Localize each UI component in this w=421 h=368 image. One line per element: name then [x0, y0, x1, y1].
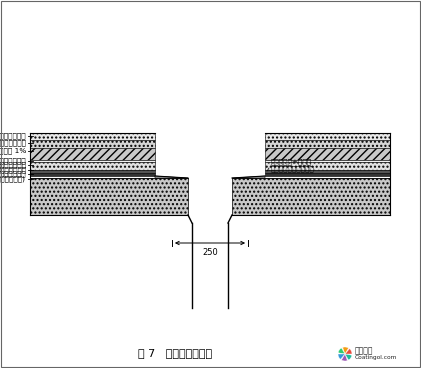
- Bar: [232, 178, 390, 215]
- Bar: [30, 133, 155, 140]
- Bar: [265, 148, 390, 160]
- Text: 图 7   落水口防水构造: 图 7 落水口防水构造: [138, 348, 212, 358]
- Bar: [265, 162, 390, 170]
- Bar: [30, 162, 155, 170]
- Bar: [30, 148, 155, 160]
- Text: 玻纤网格布+非固化: 玻纤网格布+非固化: [271, 159, 312, 165]
- Text: Coatingol.com: Coatingol.com: [355, 355, 397, 361]
- Text: 钢筋混凝土结构(设置重力排水口): 钢筋混凝土结构(设置重力排水口): [0, 176, 26, 182]
- Wedge shape: [345, 354, 352, 360]
- Bar: [265, 133, 390, 140]
- Text: 涂料在线: 涂料在线: [355, 347, 373, 355]
- Bar: [265, 173, 390, 176]
- Text: 2 厚 BAC-P 双面自粘防水卷材: 2 厚 BAC-P 双面自粘防水卷材: [0, 167, 26, 173]
- Wedge shape: [345, 348, 352, 354]
- Polygon shape: [232, 176, 265, 178]
- Text: 2 厚非固化橡胶沥青防水涂料: 2 厚非固化橡胶沥青防水涂料: [0, 171, 26, 177]
- Bar: [30, 160, 155, 162]
- Text: 250: 250: [202, 248, 218, 257]
- Wedge shape: [343, 347, 349, 354]
- Bar: [265, 170, 390, 173]
- Text: 干铺隔离层一道: 干铺隔离层一道: [0, 158, 26, 164]
- Wedge shape: [338, 354, 345, 360]
- Text: 50 厚 600×600 花岗岩,不锈钢花岗岩支架: 50 厚 600×600 花岗岩,不锈钢花岗岩支架: [0, 133, 26, 139]
- Text: 40 厚 C20 钢筋细石混凝土: 40 厚 C20 钢筋细石混凝土: [0, 140, 26, 146]
- Wedge shape: [341, 354, 347, 361]
- Bar: [30, 140, 155, 148]
- Bar: [265, 140, 390, 148]
- Bar: [30, 173, 155, 176]
- Bar: [30, 178, 188, 215]
- Bar: [30, 170, 155, 173]
- Bar: [265, 160, 390, 162]
- Text: 40 厚挤塑保温板: 40 厚挤塑保温板: [0, 162, 26, 168]
- Text: 30 起 LC7.5 轻集料(陶粒)混凝土找坡 1%: 30 起 LC7.5 轻集料(陶粒)混凝土找坡 1%: [0, 148, 26, 154]
- Wedge shape: [338, 348, 345, 354]
- Polygon shape: [155, 176, 188, 178]
- Text: 橡胶沥青防水涂料加强: 橡胶沥青防水涂料加强: [271, 166, 315, 172]
